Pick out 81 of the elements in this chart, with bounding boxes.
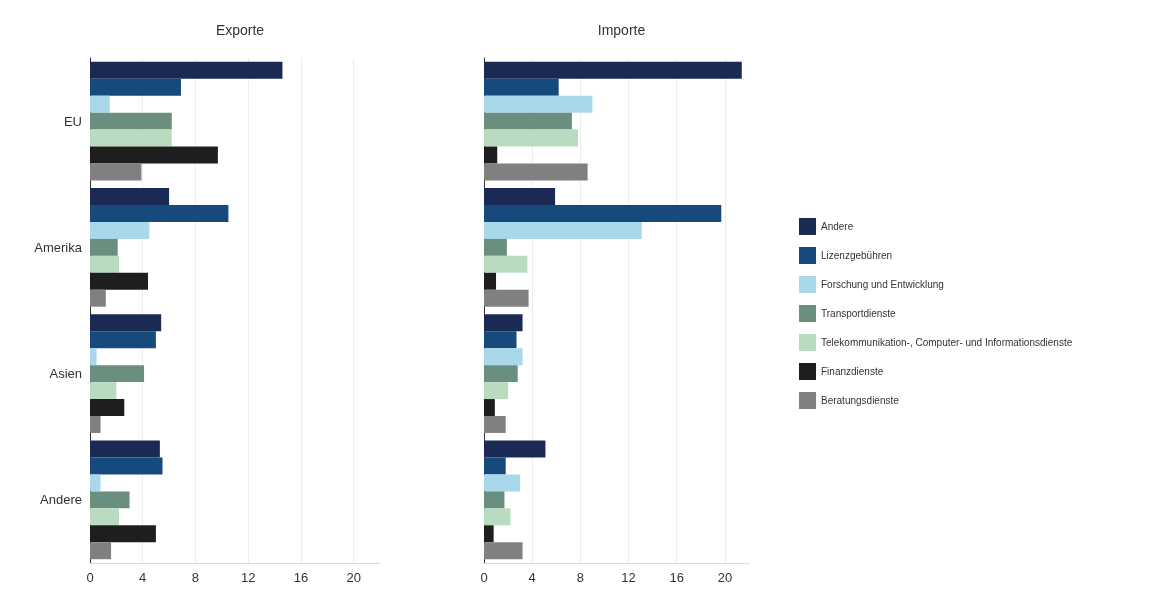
bar [484,440,546,458]
bar [90,163,142,181]
bar [484,188,556,205]
bar [90,95,110,113]
bar [90,129,172,147]
x-tick-label: 16 [293,570,309,585]
bar [484,457,506,475]
x-tick-label: 0 [480,570,488,585]
bar [484,289,529,307]
legend-label: Finanzdienste [821,366,884,377]
legend-label: Lizenzgebühren [821,250,893,261]
bar [484,508,511,526]
bar [90,416,101,433]
legend-label: Forschung und Entwicklung [821,279,944,290]
bar [90,204,229,222]
legend-label: Beratungsdienste [821,395,900,406]
bar [90,331,156,349]
bar [484,348,523,366]
bar [90,365,145,383]
bar [90,188,170,205]
x-tick-label: 20 [346,570,361,585]
bar [90,440,160,458]
bar [484,491,505,509]
y-tick-label: Asien [49,366,82,382]
bar [90,525,156,543]
bar [90,112,172,130]
y-tick-label: EU [63,113,82,129]
bar [484,163,588,181]
bar [90,78,181,96]
bar [484,238,507,256]
x-tick-label: 8 [576,570,584,585]
bar [484,416,506,433]
bar [90,382,117,400]
bar [484,61,742,79]
bar [90,255,119,273]
bar [484,78,559,96]
bar [484,542,523,560]
bar [484,129,578,147]
legend-label: Andere [821,221,854,232]
bar [484,525,494,543]
x-tick-label: 20 [717,570,733,585]
x-tick-label: 8 [191,570,200,585]
bar [90,457,163,475]
y-tick-label: Andere [40,492,82,508]
bar [484,399,495,417]
bar [90,289,106,307]
bar [484,112,572,130]
bar [484,221,642,239]
chart-title: Exporte [215,22,265,38]
bar [90,348,97,366]
bar [484,474,521,492]
bar [484,314,523,332]
bar [90,221,150,239]
bar [90,238,118,256]
bar [484,365,518,383]
bar [484,204,722,222]
bar [90,146,218,164]
chart-title: Importe [597,22,646,38]
bar [484,95,593,113]
bar [90,508,119,526]
legend-label: Telekommunikation-, Computer- und Informationsdienste [821,337,1073,348]
x-tick-label: 4 [139,570,147,585]
x-tick-label: 4 [528,570,536,585]
bar [484,255,528,273]
x-tick-label: 12 [240,570,256,585]
bar [90,542,112,560]
bar [90,474,101,492]
bar [90,491,130,509]
bar [484,382,509,400]
bar [484,331,517,349]
bar [90,314,162,332]
bar [484,146,498,164]
x-tick-label: 16 [669,570,684,585]
bar [90,272,148,290]
x-tick-label: 0 [86,570,94,585]
bar [90,61,283,79]
bar [90,399,125,417]
x-tick-label: 12 [621,570,636,585]
legend-label: Transportdienste [821,308,897,319]
bar [484,272,497,290]
y-tick-label: Amerika [34,239,83,255]
